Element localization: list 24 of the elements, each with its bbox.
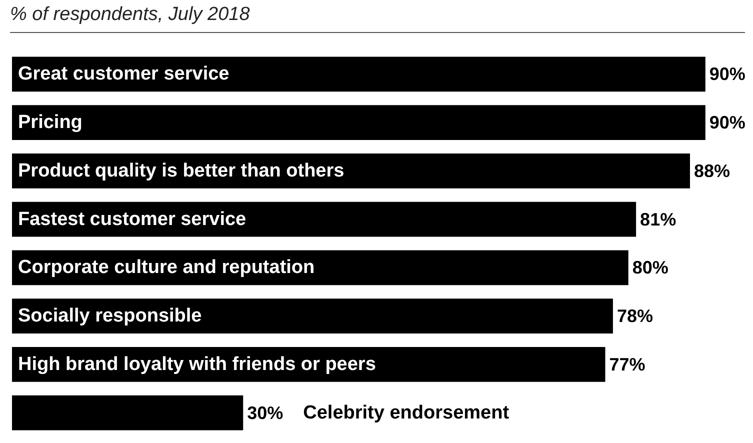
bar — [12, 56, 706, 92]
bar — [12, 154, 690, 188]
y-tick-label: Product quality is better than others — [18, 160, 344, 182]
bar — [12, 298, 613, 334]
bar — [12, 395, 244, 430]
data-label: 78% — [616, 306, 653, 326]
chart-title: % of respondents, July 2018 — [10, 4, 745, 33]
data-label: 77% — [609, 354, 646, 374]
y-tick-label: Corporate culture and reputation — [18, 257, 315, 278]
data-label: 88% — [694, 160, 730, 181]
y-tick-label: Socially responsible — [18, 306, 202, 327]
data-label: 90% — [709, 64, 746, 84]
y-tick-label: Pricing — [18, 112, 82, 134]
y-tick-label: Fastest customer service — [18, 208, 246, 230]
y-tick-label: High brand loyalty with friends or peers — [18, 354, 376, 375]
y-tick-label: Great customer service — [18, 64, 230, 85]
data-label: 81% — [640, 209, 676, 230]
y-tick-label: Celebrity endorsement — [303, 402, 510, 424]
data-label: 90% — [709, 112, 746, 133]
data-label: 80% — [632, 258, 668, 278]
bar — [12, 202, 636, 237]
bar — [12, 250, 628, 286]
bar — [12, 105, 706, 140]
data-label: 30% — [247, 402, 284, 423]
